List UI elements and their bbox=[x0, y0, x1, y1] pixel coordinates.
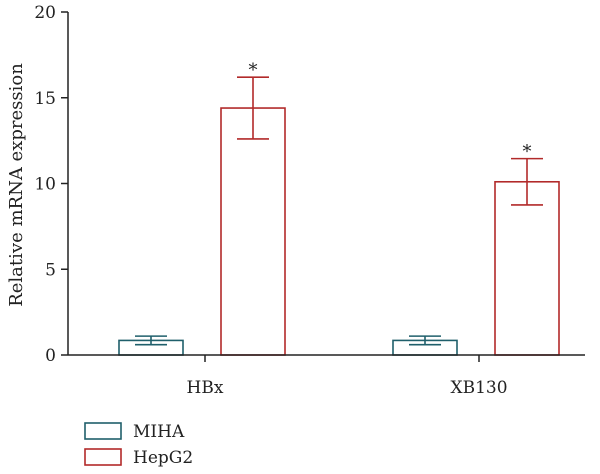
plot-area: ** bbox=[118, 60, 560, 356]
x-tick-label: HBx bbox=[187, 378, 224, 398]
y-tick-label: 5 bbox=[45, 260, 56, 280]
legend-swatch-hepg2 bbox=[84, 448, 122, 466]
legend: MIHA HepG2 bbox=[84, 422, 193, 468]
y-tick-label: 15 bbox=[34, 89, 56, 109]
y-tick-label: 10 bbox=[34, 175, 56, 195]
y-axis-title: Relative mRNA expression bbox=[6, 63, 27, 307]
significance-marker: * bbox=[523, 142, 532, 163]
significance-marker: * bbox=[249, 60, 258, 81]
legend-label-hepg2: HepG2 bbox=[133, 448, 193, 468]
x-ticks: HBx XB130 bbox=[187, 355, 508, 398]
bar-hepg2-xb130 bbox=[494, 180, 560, 356]
y-ticks: 0 5 10 15 20 bbox=[34, 3, 68, 366]
y-tick-label: 0 bbox=[45, 346, 56, 366]
x-tick-label: XB130 bbox=[450, 378, 507, 398]
legend-swatch-miha bbox=[84, 422, 122, 440]
y-tick-label: 20 bbox=[34, 3, 56, 23]
bar-hepg2-hbx bbox=[220, 107, 286, 356]
legend-label-miha: MIHA bbox=[133, 422, 185, 442]
